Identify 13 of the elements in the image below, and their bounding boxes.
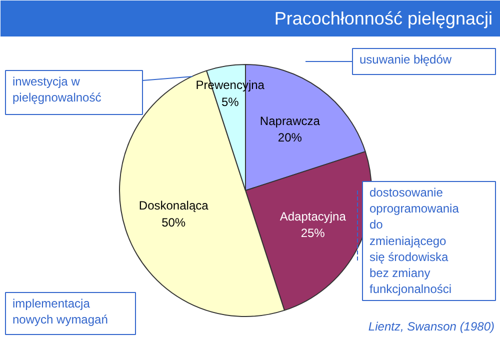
text: usuwanie błędów <box>360 52 452 66</box>
data-label: 20% <box>278 130 302 145</box>
text: implementacja nowych wymagań <box>12 296 108 327</box>
text: dostosowanie oprogramowania do zmieniającego się środowiska bez zmiany funkcjonalności <box>370 186 460 296</box>
data-label: 5% <box>221 94 240 109</box>
slice-label: Naprawcza <box>260 114 320 128</box>
text: inwestycja w pielęgnowalność <box>12 74 102 105</box>
data-label: 50% <box>162 215 186 230</box>
data-label: 25% <box>300 226 326 240</box>
slice-label: Adaptacyjna <box>280 209 346 224</box>
chart-title: Pracochłonność pielęgnacji <box>274 8 493 28</box>
slice-label: Doskonaląca <box>138 198 209 212</box>
text: Lientz, Swanson (1980) <box>368 320 495 334</box>
